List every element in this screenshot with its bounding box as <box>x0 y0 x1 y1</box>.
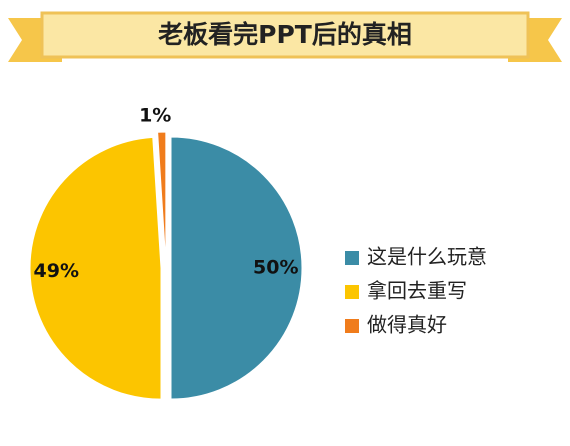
title-banner <box>8 11 562 62</box>
legend-label: 拿回去重写 <box>367 279 467 303</box>
data-label: 1% <box>139 105 171 127</box>
data-label: 50% <box>253 257 298 279</box>
pie-slice <box>170 136 303 400</box>
ribbon-body <box>40 11 530 59</box>
legend-swatch <box>345 285 359 299</box>
data-label: 49% <box>34 260 79 282</box>
pie-slice <box>29 136 162 400</box>
legend-label: 做得真好 <box>367 313 447 337</box>
chart-title: 老板看完PPT后的真相 <box>158 20 412 49</box>
legend-swatch <box>345 251 359 265</box>
legend-label: 这是什么玩意 <box>367 245 487 269</box>
pie-slice <box>157 131 167 264</box>
legend-swatch <box>345 319 359 333</box>
